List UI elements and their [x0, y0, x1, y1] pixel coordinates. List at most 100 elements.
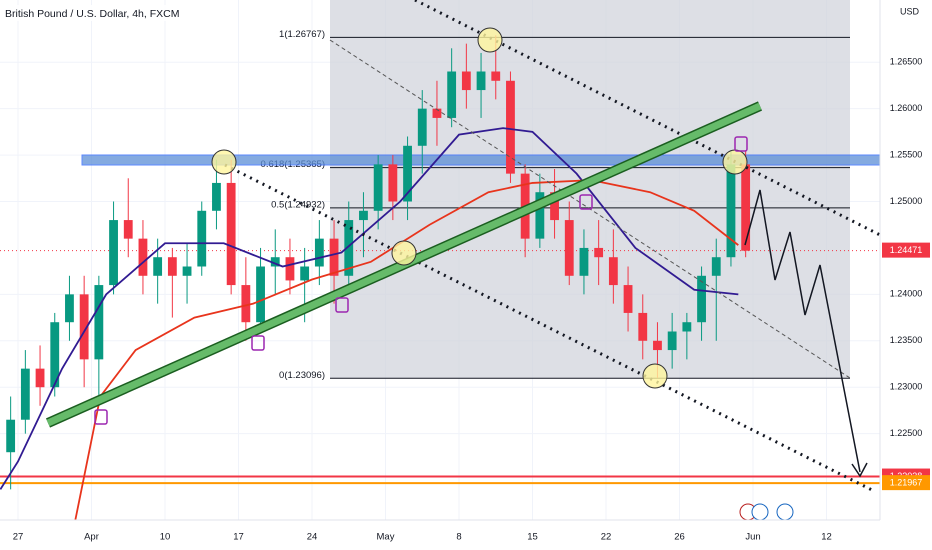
projection-arrow [851, 462, 868, 478]
candle-body [550, 192, 559, 221]
candle-body [476, 71, 486, 91]
fib-zone [330, 0, 850, 378]
candle-body [491, 71, 501, 81]
x-axis-panel [0, 520, 932, 550]
candle-body [65, 294, 74, 323]
candle-body [79, 294, 89, 360]
price-tag-label: 1.24471 [890, 245, 923, 255]
candle-body [35, 368, 45, 388]
candle-body [403, 145, 412, 202]
candle-body [506, 80, 515, 174]
thumb-icon [734, 136, 748, 152]
candle-body [314, 238, 324, 267]
x-tick-label: 15 [527, 532, 538, 543]
candle-body [741, 164, 751, 251]
y-axis-panel [880, 0, 932, 550]
candle-body [197, 210, 207, 267]
axes: 1.26500 1.26000 1.25500 1.25000 1.24000 1.235… [13, 57, 930, 543]
y-tick-label: 1.26500 [890, 57, 923, 67]
projection-path [744, 189, 861, 473]
highlight [391, 240, 417, 266]
price-tag-label: 1.21967 [890, 478, 923, 488]
price-tag [882, 475, 930, 491]
candle-body [94, 285, 104, 360]
highlight [211, 149, 237, 175]
highlight [477, 27, 503, 53]
y-tick-label: 1.22500 [890, 428, 923, 438]
fib-label: 1(1.26767) [279, 29, 325, 40]
channel-top [414, 0, 891, 242]
candle-body [300, 266, 310, 281]
candles [6, 35, 751, 490]
title-bg [0, 5, 170, 21]
candle-body [167, 257, 177, 276]
x-tick-label: 12 [821, 532, 832, 543]
resistance-band [81, 154, 891, 166]
candle-body [461, 71, 471, 91]
chart-title: British Pound / U.S. Dollar, 4h, FXCM [5, 8, 179, 20]
currency-label: USD [900, 6, 920, 16]
x-tick-label: 8 [456, 532, 461, 543]
candle-body [359, 210, 368, 221]
event-icon [751, 503, 769, 521]
candle-body [344, 220, 354, 276]
event-icon [776, 503, 794, 521]
thumb-icon [94, 409, 108, 425]
x-tick-label: Apr [84, 532, 99, 543]
candle-body [667, 331, 677, 351]
candle-body [579, 247, 589, 276]
x-tick-label: 24 [307, 532, 318, 543]
y-tick-label: 1.25500 [890, 149, 923, 159]
highlight [642, 363, 668, 389]
candle-body [726, 164, 736, 258]
fib-label: 0.5(1.24932) [271, 199, 325, 210]
candle-body [373, 164, 383, 211]
y-tick-label: 1.25000 [890, 196, 923, 206]
candle-body [535, 192, 545, 239]
candle-body [285, 257, 295, 281]
candle-body [697, 275, 706, 323]
x-tick-label: Jun [745, 532, 760, 543]
candle-body [594, 247, 604, 258]
y-tick-label: 1.24000 [890, 289, 923, 299]
x-tick-label: 26 [674, 532, 685, 543]
candle-body [653, 340, 662, 351]
y-tick-label: 1.23500 [890, 335, 923, 345]
x-tick-label: 27 [13, 532, 24, 543]
candle-body [447, 71, 457, 118]
thumb-icon [579, 194, 593, 210]
candle-body [256, 266, 265, 323]
candle-body [623, 285, 633, 313]
x-tick-label: 17 [233, 532, 244, 543]
x-tick-label: May [377, 532, 395, 543]
candle-body [153, 257, 163, 276]
highlight [722, 149, 748, 175]
candle-body [212, 182, 221, 211]
candle-body [182, 266, 192, 276]
fib-label: 0(1.23096) [279, 370, 325, 381]
thumb-icon [335, 297, 349, 313]
thumb-icon [251, 335, 265, 351]
candle-body [6, 419, 16, 453]
candle-body [109, 220, 118, 286]
y-tick-label: 1.23000 [890, 382, 923, 392]
candle-body [417, 108, 427, 146]
candle-body [432, 108, 442, 118]
candle-body [564, 220, 574, 276]
candle-body [711, 257, 721, 276]
candle-body [241, 285, 251, 323]
x-tick-label: 10 [160, 532, 171, 543]
candle-body [388, 164, 398, 202]
candle-body [682, 322, 692, 332]
candle-body [226, 182, 236, 286]
price-tag [882, 242, 930, 258]
candle-body [50, 322, 60, 388]
candle-body [138, 238, 148, 276]
moving-average [0, 127, 739, 490]
candle-body [608, 257, 618, 286]
candle-body [123, 220, 133, 239]
candle-body [638, 312, 648, 341]
candle-body [270, 257, 280, 267]
